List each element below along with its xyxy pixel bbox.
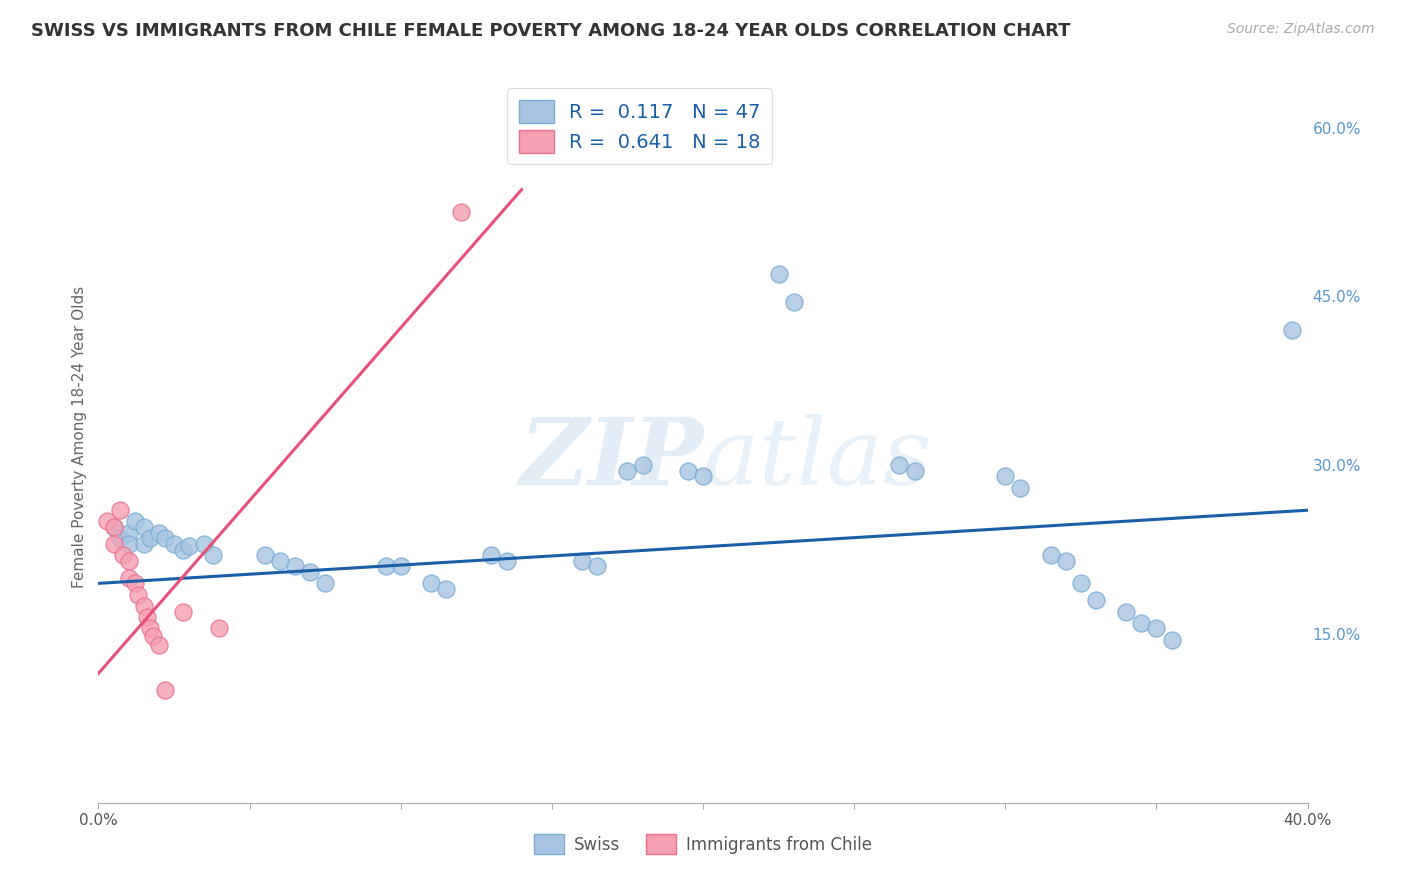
Point — [676, 464, 699, 478]
Point — [124, 515, 146, 529]
Point — [148, 638, 170, 652]
Point — [374, 559, 396, 574]
Point — [132, 520, 155, 534]
Point — [118, 554, 141, 568]
Point — [103, 537, 125, 551]
Text: Source: ZipAtlas.com: Source: ZipAtlas.com — [1227, 22, 1375, 37]
Point — [153, 683, 176, 698]
Point — [1070, 576, 1092, 591]
Point — [103, 520, 125, 534]
Point — [284, 559, 307, 574]
Text: atlas: atlas — [703, 414, 932, 504]
Point — [172, 605, 194, 619]
Text: ZIP: ZIP — [519, 414, 703, 504]
Point — [314, 576, 336, 591]
Point — [768, 267, 790, 281]
Point — [1144, 621, 1167, 635]
Point — [118, 571, 141, 585]
Point — [692, 469, 714, 483]
Point — [269, 554, 291, 568]
Point — [1160, 632, 1182, 647]
Text: SWISS VS IMMIGRANTS FROM CHILE FEMALE POVERTY AMONG 18-24 YEAR OLDS CORRELATION : SWISS VS IMMIGRANTS FROM CHILE FEMALE PO… — [31, 22, 1070, 40]
Point — [124, 576, 146, 591]
Point — [118, 537, 141, 551]
Point — [783, 295, 806, 310]
Point — [148, 525, 170, 540]
Point — [127, 588, 149, 602]
Point — [132, 537, 155, 551]
Point — [103, 520, 125, 534]
Point — [434, 582, 457, 596]
Point — [253, 548, 276, 562]
Point — [571, 554, 593, 568]
Point — [481, 548, 503, 562]
Point — [1281, 323, 1303, 337]
Point — [889, 458, 911, 473]
Point — [994, 469, 1017, 483]
Legend: Swiss, Immigrants from Chile: Swiss, Immigrants from Chile — [527, 828, 879, 860]
Point — [1010, 481, 1032, 495]
Point — [450, 205, 472, 219]
Point — [193, 537, 215, 551]
Point — [420, 576, 443, 591]
Point — [139, 532, 162, 546]
Point — [586, 559, 609, 574]
Point — [202, 548, 225, 562]
Point — [616, 464, 638, 478]
Point — [132, 599, 155, 613]
Point — [631, 458, 654, 473]
Point — [389, 559, 412, 574]
Point — [172, 542, 194, 557]
Point — [163, 537, 186, 551]
Point — [142, 629, 165, 643]
Point — [139, 621, 162, 635]
Point — [96, 515, 118, 529]
Point — [135, 610, 157, 624]
Point — [118, 525, 141, 540]
Point — [1039, 548, 1062, 562]
Point — [108, 532, 131, 546]
Point — [1085, 593, 1108, 607]
Point — [495, 554, 517, 568]
Point — [208, 621, 231, 635]
Point — [179, 539, 201, 553]
Point — [108, 503, 131, 517]
Point — [1054, 554, 1077, 568]
Point — [904, 464, 927, 478]
Point — [1130, 615, 1153, 630]
Point — [1115, 605, 1137, 619]
Point — [153, 532, 176, 546]
Point — [111, 548, 134, 562]
Y-axis label: Female Poverty Among 18-24 Year Olds: Female Poverty Among 18-24 Year Olds — [72, 286, 87, 588]
Point — [299, 565, 322, 579]
